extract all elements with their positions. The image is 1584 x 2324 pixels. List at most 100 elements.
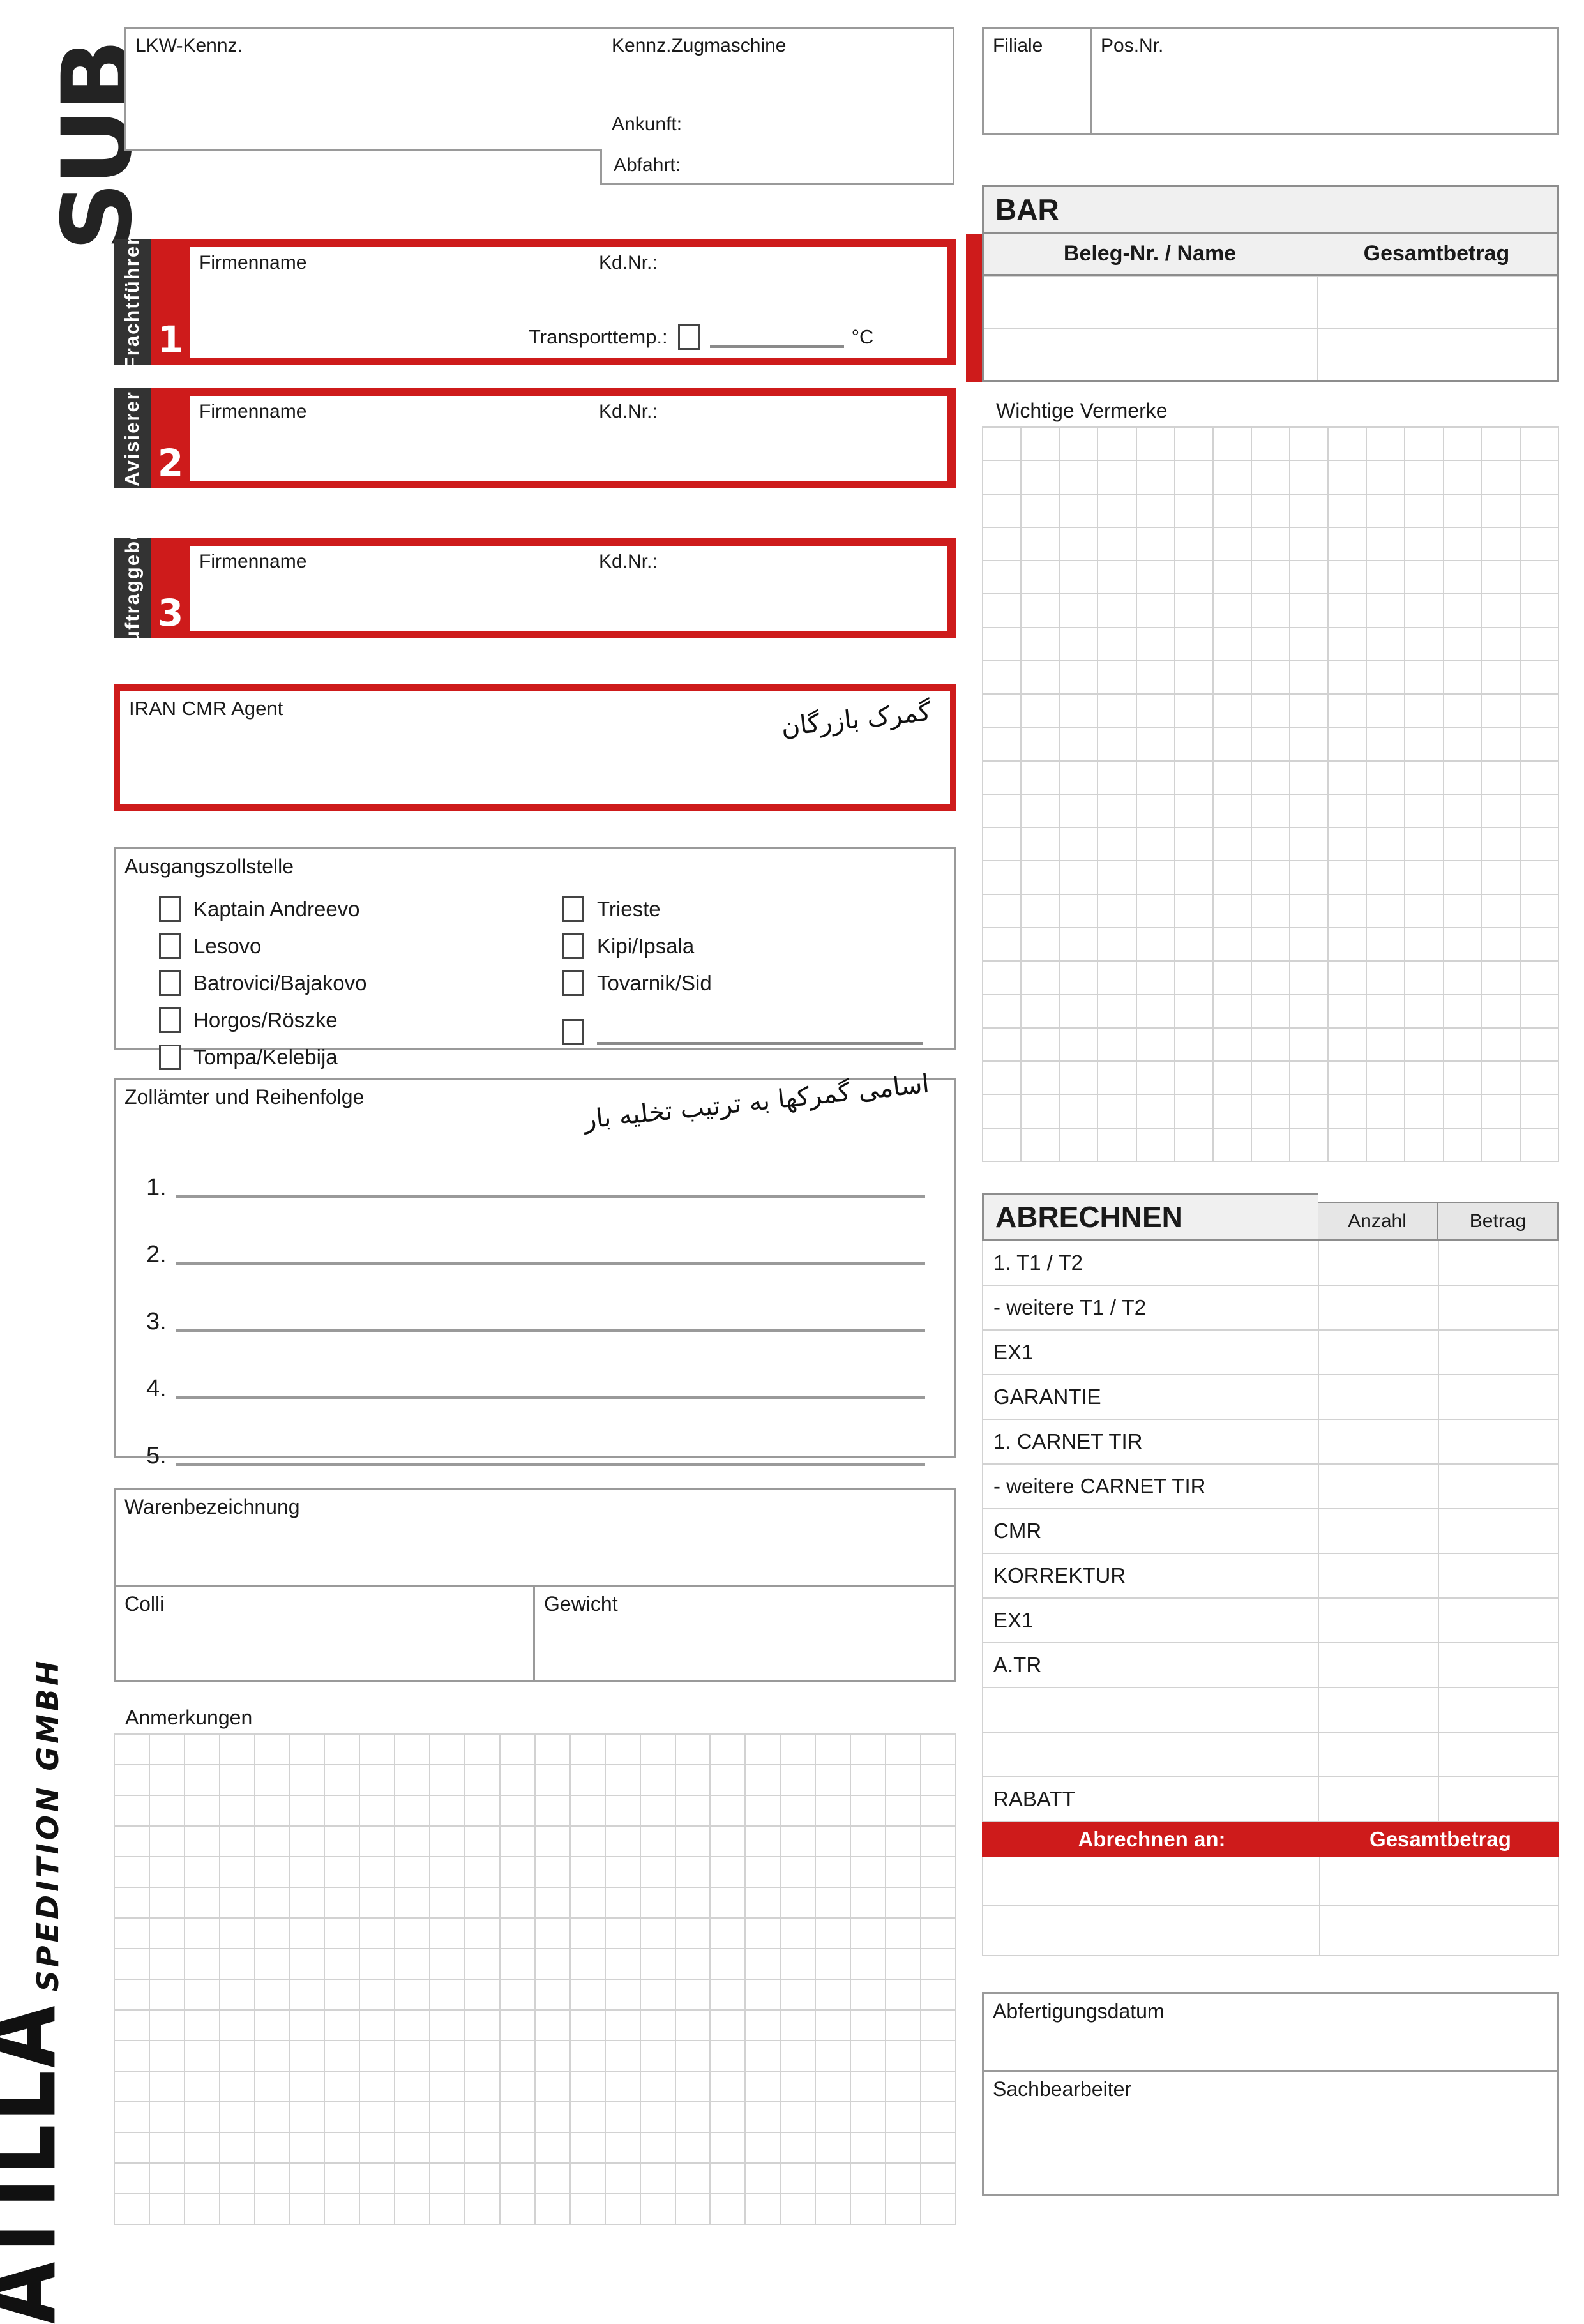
grid-cell[interactable]: [744, 2162, 781, 2194]
grid-cell[interactable]: [499, 1887, 536, 1919]
grid-row[interactable]: [114, 2132, 957, 2164]
grid-cell[interactable]: [1173, 926, 1214, 962]
grid-cell[interactable]: [884, 1825, 921, 1857]
grid-cell[interactable]: [1366, 860, 1406, 895]
grid-cell[interactable]: [359, 2009, 396, 2041]
grid-cell[interactable]: [1288, 893, 1329, 928]
grid-cell[interactable]: [1442, 960, 1482, 995]
grid-cell[interactable]: [429, 1856, 466, 1888]
grid-cell[interactable]: [569, 1825, 606, 1857]
grid-cell[interactable]: [1020, 460, 1060, 495]
grid-cell[interactable]: [1481, 893, 1521, 928]
grid-cell[interactable]: [884, 2101, 921, 2133]
grid-cell[interactable]: [1481, 626, 1521, 661]
grid-cell[interactable]: [183, 1887, 220, 1919]
grid-cell[interactable]: [534, 1795, 571, 1827]
grid-cell[interactable]: [1212, 827, 1252, 862]
grid-cell[interactable]: [253, 1764, 290, 1796]
grid-cell[interactable]: [359, 2193, 396, 2225]
grid-cell[interactable]: [604, 2162, 641, 2194]
abrechnen-row[interactable]: KORREKTUR: [982, 1554, 1559, 1599]
grid-cell[interactable]: [709, 1979, 746, 2011]
grid-cell[interactable]: [1059, 727, 1099, 762]
grid-cell[interactable]: [429, 1887, 466, 1919]
grid-cell[interactable]: [780, 1979, 817, 2011]
abrechnen-row[interactable]: 1. T1 / T2: [982, 1241, 1559, 1286]
grid-cell[interactable]: [780, 2193, 817, 2225]
grid-cell[interactable]: [1519, 1027, 1560, 1062]
abrechnen-cell-betrag[interactable]: [1439, 1688, 1559, 1733]
grid-cell[interactable]: [183, 2132, 220, 2164]
grid-cell[interactable]: [1366, 526, 1406, 562]
grid-cell[interactable]: [981, 493, 1022, 528]
grid-cell[interactable]: [218, 2071, 255, 2102]
grid-cell[interactable]: [114, 2071, 150, 2102]
grid-cell[interactable]: [1135, 893, 1175, 928]
grid-cell[interactable]: [1173, 1027, 1214, 1062]
grid-cell[interactable]: [604, 1979, 641, 2011]
grid-cell[interactable]: [919, 2132, 957, 2164]
grid-row[interactable]: [114, 1979, 957, 2011]
grid-cell[interactable]: [1173, 593, 1214, 628]
grid-cell[interactable]: [1059, 1027, 1099, 1062]
grid-cell[interactable]: [1366, 793, 1406, 829]
grid-cell[interactable]: [1059, 560, 1099, 595]
grid-cell[interactable]: [1020, 1127, 1060, 1163]
grid-cell[interactable]: [183, 1948, 220, 1980]
grid-cell[interactable]: [1366, 593, 1406, 628]
abrechnen-row[interactable]: EX1: [982, 1599, 1559, 1643]
grid-cell[interactable]: [289, 1856, 326, 1888]
party-fields-2[interactable]: Firmenname Kd.Nr.:: [190, 396, 947, 481]
grid-cell[interactable]: [1481, 727, 1521, 762]
grid-cell[interactable]: [1135, 1094, 1175, 1129]
grid-cell[interactable]: [744, 2132, 781, 2164]
grid-cell[interactable]: [324, 1887, 361, 1919]
grid-row[interactable]: [114, 1733, 957, 1765]
grid-cell[interactable]: [1250, 993, 1291, 1029]
grid-cell[interactable]: [148, 1764, 185, 1796]
grid-cell[interactable]: [639, 1856, 676, 1888]
grid-cell[interactable]: [1481, 526, 1521, 562]
grid-cell[interactable]: [1366, 993, 1406, 1029]
grid-cell[interactable]: [1173, 693, 1214, 728]
grid-cell[interactable]: [253, 2009, 290, 2041]
grid-cell[interactable]: [183, 2040, 220, 2072]
grid-row[interactable]: [981, 560, 1560, 595]
grid-row[interactable]: [981, 1127, 1560, 1163]
grid-cell[interactable]: [1327, 593, 1368, 628]
grid-cell[interactable]: [534, 1887, 571, 1919]
grid-cell[interactable]: [709, 2101, 746, 2133]
grid-cell[interactable]: [1020, 827, 1060, 862]
grid-cell[interactable]: [218, 1948, 255, 1980]
checkbox-kipi-ipsala[interactable]: [562, 933, 584, 959]
grid-cell[interactable]: [394, 2101, 431, 2133]
grid-cell[interactable]: [815, 2162, 852, 2194]
grid-cell[interactable]: [1212, 893, 1252, 928]
grid-cell[interactable]: [394, 1979, 431, 2011]
grid-cell[interactable]: [1135, 493, 1175, 528]
grid-cell[interactable]: [569, 1795, 606, 1827]
grid-cell[interactable]: [394, 1948, 431, 1980]
abrechnen-cell-betrag[interactable]: [1439, 1420, 1559, 1465]
grid-cell[interactable]: [1059, 1127, 1099, 1163]
grid-cell[interactable]: [639, 2162, 676, 2194]
grid-cell[interactable]: [1097, 426, 1137, 462]
grid-cell[interactable]: [1327, 626, 1368, 661]
transporttemp-checkbox[interactable]: [677, 324, 700, 350]
grid-cell[interactable]: [981, 626, 1022, 661]
grid-row[interactable]: [981, 860, 1560, 895]
zollaemter-line-2[interactable]: 2.: [146, 1241, 925, 1269]
grid-cell[interactable]: [499, 1764, 536, 1796]
grid-cell[interactable]: [1059, 993, 1099, 1029]
grid-cell[interactable]: [1327, 760, 1368, 795]
grid-cell[interactable]: [1059, 1060, 1099, 1096]
grid-cell[interactable]: [499, 2040, 536, 2072]
gewicht-box[interactable]: Gewicht: [535, 1587, 956, 1682]
grid-cell[interactable]: [1366, 1060, 1406, 1096]
grid-cell[interactable]: [324, 1764, 361, 1796]
grid-cell[interactable]: [1366, 827, 1406, 862]
grid-cell[interactable]: [148, 2162, 185, 2194]
grid-cell[interactable]: [1481, 493, 1521, 528]
grid-cell[interactable]: [114, 1856, 150, 1888]
grid-cell[interactable]: [1173, 560, 1214, 595]
